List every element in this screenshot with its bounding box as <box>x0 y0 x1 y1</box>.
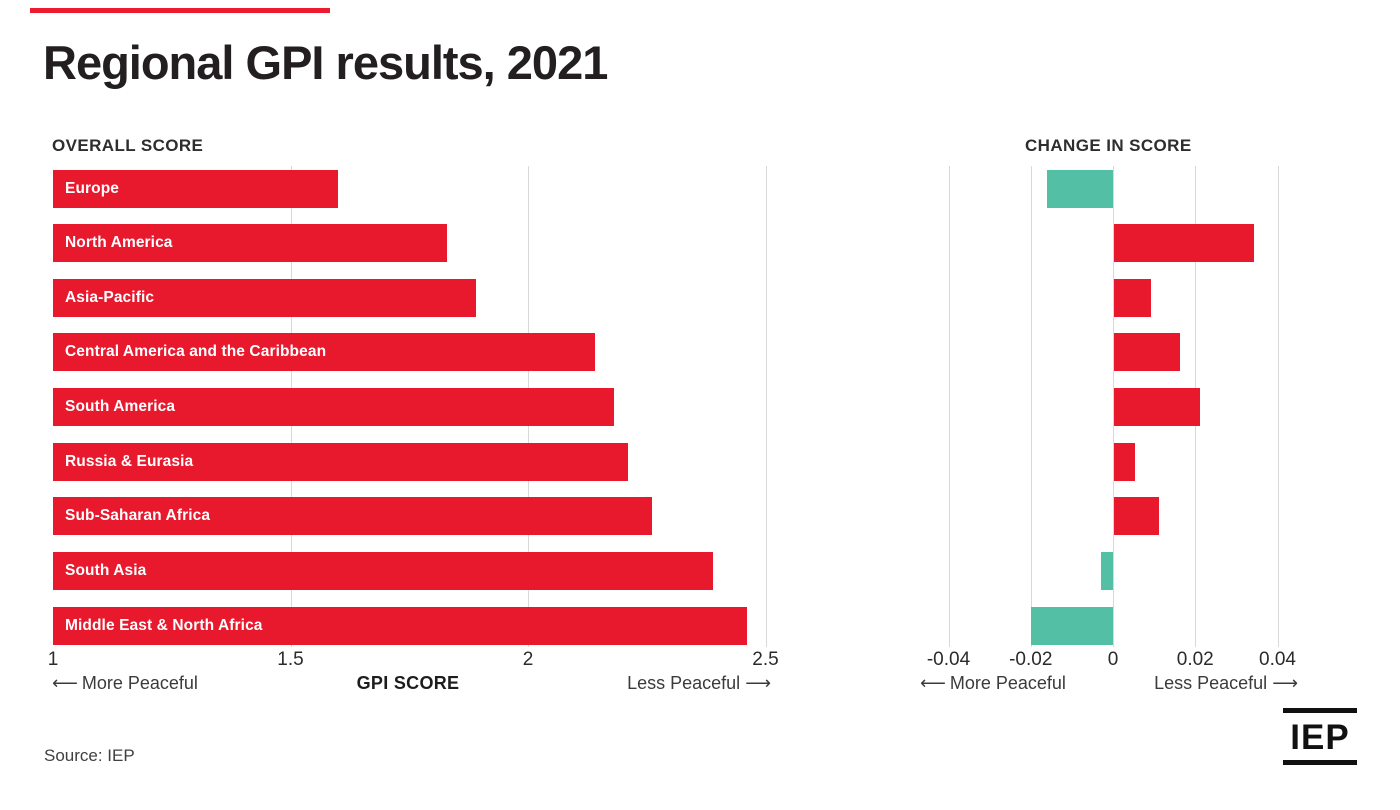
right-axis-tick-label: 0 <box>1107 649 1119 670</box>
iep-logo: IEP <box>1283 708 1357 766</box>
right-chart-gridline <box>1277 166 1279 647</box>
change-in-score-bar <box>1100 552 1113 591</box>
left-arrow-icon: ⟵ <box>920 673 946 693</box>
overall-score-bar: Sub-Saharan Africa <box>53 497 652 536</box>
page-title: Regional GPI results, 2021 <box>43 36 608 89</box>
overall-score-bar: Central America and the Caribbean <box>53 333 595 372</box>
region-label: Europe <box>65 179 119 197</box>
iep-logo-text: IEP <box>1290 718 1350 757</box>
left-axis-tick-label: 2.5 <box>752 649 779 670</box>
change-in-score-bar <box>1114 497 1160 536</box>
change-in-score-bar <box>1114 333 1180 372</box>
region-label: North America <box>65 234 173 252</box>
right-chart-gridline <box>1113 166 1114 647</box>
right-axis-tick-label: 0.04 <box>1259 649 1296 670</box>
right-axis-tick-label: 0.02 <box>1176 649 1214 670</box>
overall-score-bar: North America <box>53 224 448 263</box>
change-in-score-bar <box>1114 224 1254 263</box>
change-in-score-bar <box>1114 278 1151 317</box>
right-chart-gridline <box>948 166 950 647</box>
region-label: Sub-Saharan Africa <box>65 507 211 525</box>
accent-line <box>30 8 330 13</box>
right-chart-gridline <box>1030 166 1032 647</box>
right-arrow-icon: ⟶ <box>1272 673 1298 693</box>
left-axis-tick-label: 1.5 <box>277 649 304 670</box>
source-text: Source: IEP <box>44 746 135 765</box>
less-peaceful-text: Less Peaceful <box>627 673 741 693</box>
left-chart-gridline <box>765 166 767 647</box>
overall-score-bar: Asia-Pacific <box>53 278 476 317</box>
right-arrow-icon: ⟶ <box>745 673 771 693</box>
left-axis-tick-label: 1 <box>47 649 59 670</box>
change-in-score-bar <box>1030 606 1113 645</box>
region-label: Middle East & North Africa <box>65 616 263 634</box>
region-label: South America <box>65 398 176 416</box>
left-axis-tick-label: 2 <box>522 649 534 670</box>
region-label: South Asia <box>65 562 147 580</box>
right-axis-tick-label: -0.04 <box>926 649 971 670</box>
region-label: Asia-Pacific <box>65 288 155 306</box>
overall-score-bar: South America <box>53 388 614 427</box>
right-axis-tick-label: -0.02 <box>1009 649 1053 670</box>
more-peaceful-text: More Peaceful <box>949 673 1066 693</box>
left-chart-more-peaceful-label: ⟵ More Peaceful <box>52 673 198 694</box>
left-arrow-icon: ⟵ <box>52 673 78 693</box>
overall-score-bar: Russia & Eurasia <box>53 442 628 481</box>
iep-logo-bottom-rule <box>1283 760 1357 766</box>
change-in-score-bar <box>1114 388 1201 427</box>
gpi-score-axis-label: GPI SCORE <box>356 673 460 693</box>
less-peaceful-text: Less Peaceful <box>1154 673 1268 693</box>
overall-score-bar: South Asia <box>53 552 714 591</box>
left-chart-less-peaceful-label: Less Peaceful ⟶ <box>600 673 771 694</box>
change-in-score-bar <box>1047 169 1113 208</box>
right-chart-less-peaceful-label: Less Peaceful ⟶ <box>1127 673 1298 694</box>
overall-score-header: OVERALL SCORE <box>52 136 204 155</box>
more-peaceful-text: More Peaceful <box>81 673 198 693</box>
region-label: Central America and the Caribbean <box>65 343 327 361</box>
overall-score-bar: Europe <box>53 169 338 208</box>
overall-score-bar: Middle East & North Africa <box>53 606 747 645</box>
region-label: Russia & Eurasia <box>65 452 194 470</box>
change-in-score-header: CHANGE IN SCORE <box>1025 136 1192 155</box>
iep-logo-top-rule <box>1283 708 1357 713</box>
right-chart-more-peaceful-label: ⟵ More Peaceful <box>920 673 1066 694</box>
change-in-score-bar <box>1114 442 1135 481</box>
